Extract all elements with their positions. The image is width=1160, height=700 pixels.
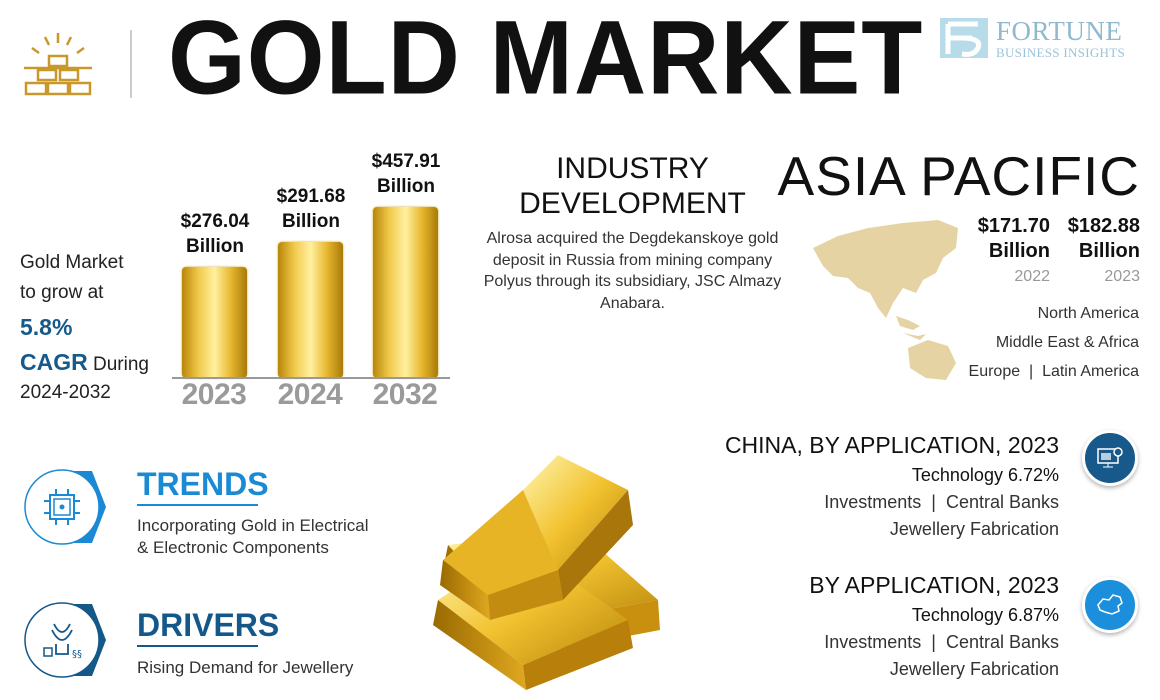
unit-2022: Billion <box>988 240 1050 262</box>
computer-gear-icon <box>1082 430 1138 486</box>
bar-value: $291.68 <box>276 185 346 207</box>
value-2023: $182.88 <box>1067 215 1140 237</box>
trends-heading: TRENDS <box>137 466 269 502</box>
trends-badge <box>20 467 110 547</box>
china-line3: Jewellery Fabrication <box>889 519 1059 539</box>
drivers-underline <box>137 645 258 647</box>
region-europe-latam: Europe | Latin America <box>968 363 1139 380</box>
year-2023: 2023 <box>1104 268 1140 285</box>
region-north-america: North America <box>1037 305 1139 322</box>
brand-logo: FORTUNE BUSINESS INSIGHTS <box>938 16 1143 62</box>
chip-icon <box>24 469 106 545</box>
bar-2023 <box>182 266 247 378</box>
industry-text: Alrosa acquired the Degdekanskoye gold d… <box>483 230 782 312</box>
chart-baseline <box>172 377 450 379</box>
value-2022: $171.70 <box>977 215 1050 237</box>
gold-bars-icon <box>24 33 92 96</box>
year-tick-label: 2032 <box>372 378 438 411</box>
logo-text-business-insights: BUSINESS INSIGHTS <box>996 45 1125 60</box>
unit-2023: Billion <box>1078 240 1140 262</box>
jewellery-icon: §§ <box>24 602 106 678</box>
bar-value: $457.91 <box>371 150 441 172</box>
trends-line1: Incorporating Gold in Electrical <box>137 516 369 535</box>
drivers-heading: DRIVERS <box>137 607 280 643</box>
bar-unit: Billion <box>376 175 436 197</box>
bar-unit: Billion <box>185 235 245 257</box>
trends-line2: & Electronic Components <box>137 538 329 557</box>
drivers-text: Rising Demand for Jewellery <box>137 658 354 677</box>
region-value-2023: $182.88 Billion 2023 <box>1050 214 1140 289</box>
bar-value-label: $276.04 Billion <box>165 209 265 259</box>
bar-unit: Billion <box>281 210 341 232</box>
growth-period: 2024-2032 <box>20 382 111 403</box>
industry-heading: INDUSTRY DEVELOPMENT <box>480 151 785 221</box>
application-top: Technology 6.87% <box>911 605 1059 625</box>
fortune-logo-icon <box>940 18 988 58</box>
china-top: Technology 6.72% <box>911 465 1059 485</box>
china-line2: Investments | Central Banks <box>824 492 1059 512</box>
china-map-icon <box>1082 577 1138 633</box>
during-label: During <box>93 354 149 375</box>
gold-bars-illustration <box>433 455 660 690</box>
header-divider <box>130 30 132 98</box>
growth-line2: to grow at <box>20 282 104 303</box>
application-line2: Investments | Central Banks <box>824 632 1059 652</box>
asia-pacific-map <box>813 220 958 380</box>
industry-heading-line1: INDUSTRY <box>556 152 709 185</box>
cagr-label: CAGR <box>20 349 88 375</box>
cagr-rate: 5.8% <box>20 314 73 340</box>
bar-2024 <box>278 241 343 378</box>
bar-value-label: $457.91 Billion <box>356 149 456 199</box>
trends-underline <box>137 504 258 506</box>
drivers-badge: §§ <box>20 600 110 680</box>
bar-2032 <box>373 206 438 378</box>
region-mea: Middle East & Africa <box>995 334 1139 351</box>
growth-line1: Gold Market <box>20 252 124 273</box>
region-title: ASIA PACIFIC <box>777 145 1140 207</box>
page-title: GOLD MARKET <box>168 0 924 117</box>
year-2022: 2022 <box>1014 268 1050 285</box>
bar-value-label: $291.68 Billion <box>261 184 361 234</box>
year-tick-label: 2024 <box>277 378 343 411</box>
application-line3: Jewellery Fabrication <box>889 659 1059 679</box>
svg-text:§§: §§ <box>72 649 82 660</box>
year-tick-label: 2023 <box>181 378 247 411</box>
china-heading: CHINA, BY APPLICATION, 2023 <box>724 432 1059 458</box>
logo-text-fortune: FORTUNE <box>996 16 1123 46</box>
bar-value: $276.04 <box>180 210 250 232</box>
industry-heading-line2: DEVELOPMENT <box>519 187 746 220</box>
region-value-2022: $171.70 Billion 2022 <box>960 214 1050 289</box>
application-heading: BY APPLICATION, 2023 <box>809 572 1059 598</box>
